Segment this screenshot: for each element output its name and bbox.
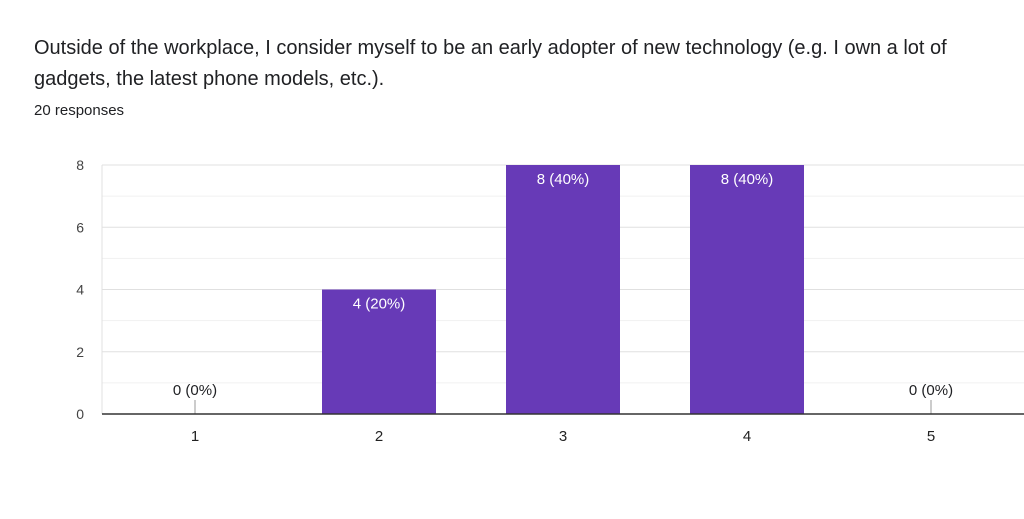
- data-label: 8 (40%): [721, 171, 774, 188]
- bar: [322, 289, 436, 414]
- data-label: 0 (0%): [909, 382, 953, 399]
- x-tick-label: 4: [743, 428, 751, 445]
- data-label: 4 (20%): [353, 296, 406, 313]
- y-tick-label: 4: [76, 282, 84, 298]
- y-tick-label: 2: [76, 344, 84, 360]
- x-tick-label: 1: [191, 428, 199, 445]
- bar: [506, 165, 620, 414]
- bar: [690, 165, 804, 414]
- y-tick-label: 6: [76, 219, 84, 235]
- question-title: Outside of the workplace, I consider mys…: [34, 37, 947, 90]
- x-tick-label: 5: [927, 428, 935, 445]
- x-tick-label: 3: [559, 428, 567, 445]
- data-label: 0 (0%): [173, 382, 217, 399]
- data-label: 8 (40%): [537, 171, 590, 188]
- y-tick-label: 0: [76, 406, 84, 422]
- response-count: 20 responses: [34, 102, 125, 119]
- y-tick-label: 8: [76, 157, 84, 173]
- x-tick-label: 2: [375, 428, 383, 445]
